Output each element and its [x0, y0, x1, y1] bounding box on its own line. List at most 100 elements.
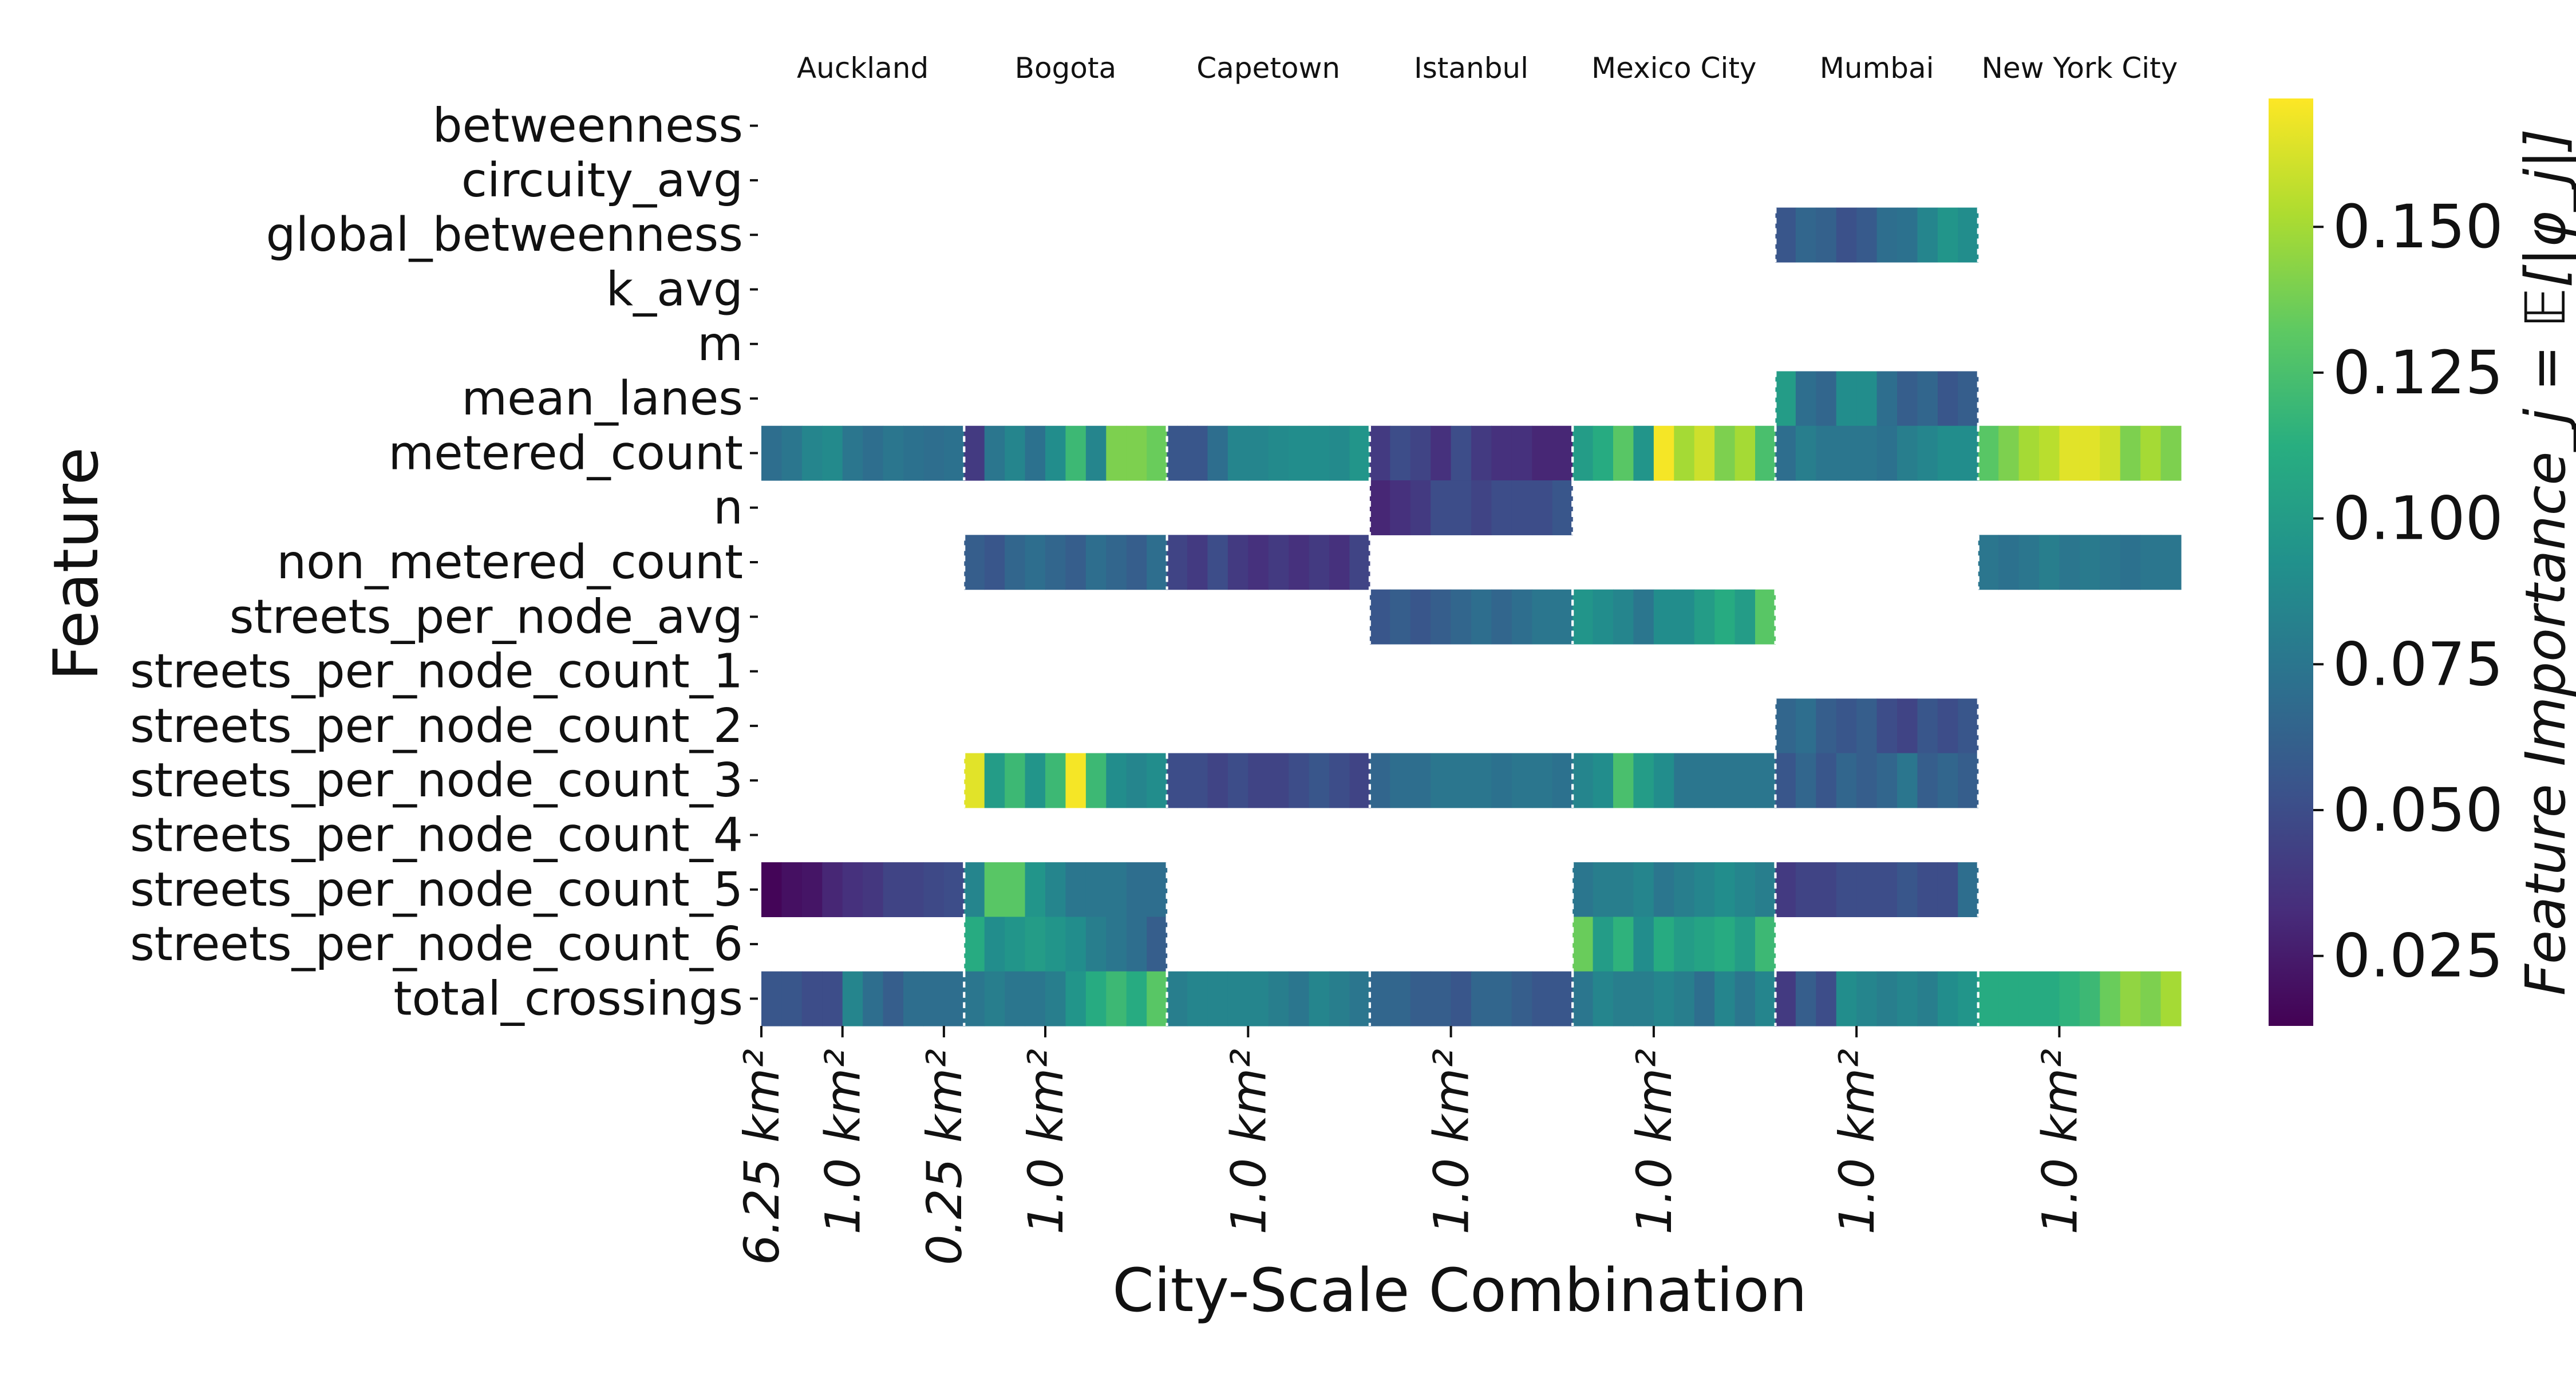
heatmap-cell: [1227, 535, 1249, 590]
y-tick-label: global_betweenness: [266, 208, 743, 262]
heatmap-cell: [964, 862, 985, 918]
heatmap-cell: [1187, 425, 1208, 481]
heatmap-cell: [1836, 862, 1857, 918]
heatmap-cell: [1958, 371, 1979, 427]
heatmap-cell: [801, 862, 823, 918]
heatmap-cell: [1511, 425, 1532, 481]
heatmap-cell: [1856, 371, 1878, 427]
heatmap-cell: [1390, 753, 1411, 808]
x-tick-label: 1.0 km²: [1829, 1049, 1885, 1234]
heatmap-cell: [822, 971, 843, 1026]
heatmap-cell: [2100, 535, 2121, 590]
heatmap-cell: [1410, 971, 1431, 1026]
heatmap-cell: [1714, 425, 1736, 481]
heatmap-cell: [1369, 589, 1390, 645]
heatmap-cell: [964, 753, 985, 808]
heatmap-cell: [1065, 535, 1086, 590]
heatmap-cell: [1511, 589, 1532, 645]
heatmap-cell: [1167, 425, 1188, 481]
heatmap-cell: [1471, 971, 1492, 1026]
y-tick-label: streets_per_node_count_4: [130, 808, 743, 863]
heatmap-cell: [1471, 425, 1492, 481]
heatmap-cell: [1126, 971, 1147, 1026]
heatmap-cell: [1085, 753, 1107, 808]
heatmap-cell: [1289, 425, 1310, 481]
heatmap-cell: [1897, 371, 1918, 427]
heatmap-cell: [1289, 535, 1310, 590]
heatmap-cell: [1674, 917, 1695, 972]
heatmap-cell: [1552, 971, 1573, 1026]
heatmap-cell: [2160, 425, 2182, 481]
heatmap-cell: [1309, 971, 1330, 1026]
heatmap-cell: [1025, 535, 1046, 590]
y-tick-label: k_avg: [606, 263, 743, 317]
heatmap-cell: [1532, 971, 1553, 1026]
heatmap-cell: [1856, 698, 1878, 754]
heatmap-cell: [1167, 535, 1188, 590]
heatmap-cell: [1775, 425, 1796, 481]
heatmap-cell: [1755, 753, 1776, 808]
heatmap-cell: [1491, 480, 1512, 535]
x-tick-label: 1.0 km²: [2032, 1049, 2088, 1234]
heatmap-cell: [1005, 425, 1026, 481]
x-tick-label: 1.0 km²: [1626, 1049, 1682, 1234]
heatmap-cell: [781, 425, 803, 481]
heatmap-cell: [883, 425, 904, 481]
heatmap-cell: [943, 425, 965, 481]
heatmap-cell: [1065, 917, 1086, 972]
heatmap-cell: [1653, 971, 1674, 1026]
heatmap-cell: [1958, 425, 1979, 481]
x-tick-label: 1.0 km²: [1424, 1049, 1480, 1234]
heatmap-cell: [2079, 535, 2100, 590]
heatmap-cell: [863, 425, 884, 481]
heatmap-cell: [1369, 480, 1390, 535]
heatmap-cell: [1816, 971, 1837, 1026]
heatmap-cell: [1573, 753, 1594, 808]
heatmap-cell: [1268, 971, 1289, 1026]
heatmap-cell: [1978, 535, 1999, 590]
heatmap-cell: [1329, 535, 1350, 590]
x-axis: 6.25 km² 1.0 km² 0.25 km² 1.0 km² 1.0 km² 1.0…: [734, 1026, 2088, 1265]
heatmap-cell: [822, 862, 843, 918]
heatmap-cell: [1085, 917, 1107, 972]
heatmap-cell: [2140, 425, 2162, 481]
y-tick-label: streets_per_node_count_5: [130, 863, 743, 917]
heatmap-cell: [1755, 917, 1776, 972]
heatmap-cell: [1876, 425, 1898, 481]
heatmap-cell: [1248, 971, 1269, 1026]
colorbar-tick-label: 0.125: [2333, 338, 2503, 408]
heatmap-cell: [1511, 971, 1532, 1026]
y-tick-label: metered_count: [388, 426, 743, 480]
heatmap-cell: [1795, 698, 1816, 754]
heatmap-cell: [822, 425, 843, 481]
heatmap-cell: [1836, 753, 1857, 808]
colorbar-title: Feature Importance_j = 𝔼[|φ_j|]: [2514, 129, 2576, 996]
heatmap-cell: [842, 971, 863, 1026]
city-labels: Auckland Bogota Capetown Istanbul Mexico Cit…: [797, 52, 2178, 85]
heatmap-cell: [903, 971, 924, 1026]
heatmap-cell: [1978, 971, 1999, 1026]
city-label: Capetown: [1196, 52, 1340, 85]
heatmap-cell: [1674, 862, 1695, 918]
heatmap-cell: [1045, 425, 1066, 481]
heatmap-cell: [1937, 753, 1958, 808]
heatmap-cell: [1653, 862, 1674, 918]
heatmap-cell: [1390, 589, 1411, 645]
heatmap-cell: [1978, 425, 1999, 481]
heatmap-cell: [1633, 862, 1654, 918]
heatmap-cell: [1714, 589, 1736, 645]
heatmap-cell: [1917, 753, 1938, 808]
heatmap-cell: [1694, 862, 1715, 918]
city-label: Mumbai: [1820, 52, 1934, 85]
heatmap-cell: [1917, 207, 1938, 263]
heatmap-cell: [2140, 535, 2162, 590]
heatmap-cell: [984, 425, 1005, 481]
heatmap-cell: [1937, 862, 1958, 918]
colorbar-tick-label: 0.150: [2333, 192, 2503, 262]
heatmap-cell: [1795, 753, 1816, 808]
x-tick-label: 6.25 km²: [734, 1049, 790, 1265]
heatmap-cell: [1491, 425, 1512, 481]
heatmap-cell: [2160, 535, 2182, 590]
heatmap-cell: [923, 862, 945, 918]
